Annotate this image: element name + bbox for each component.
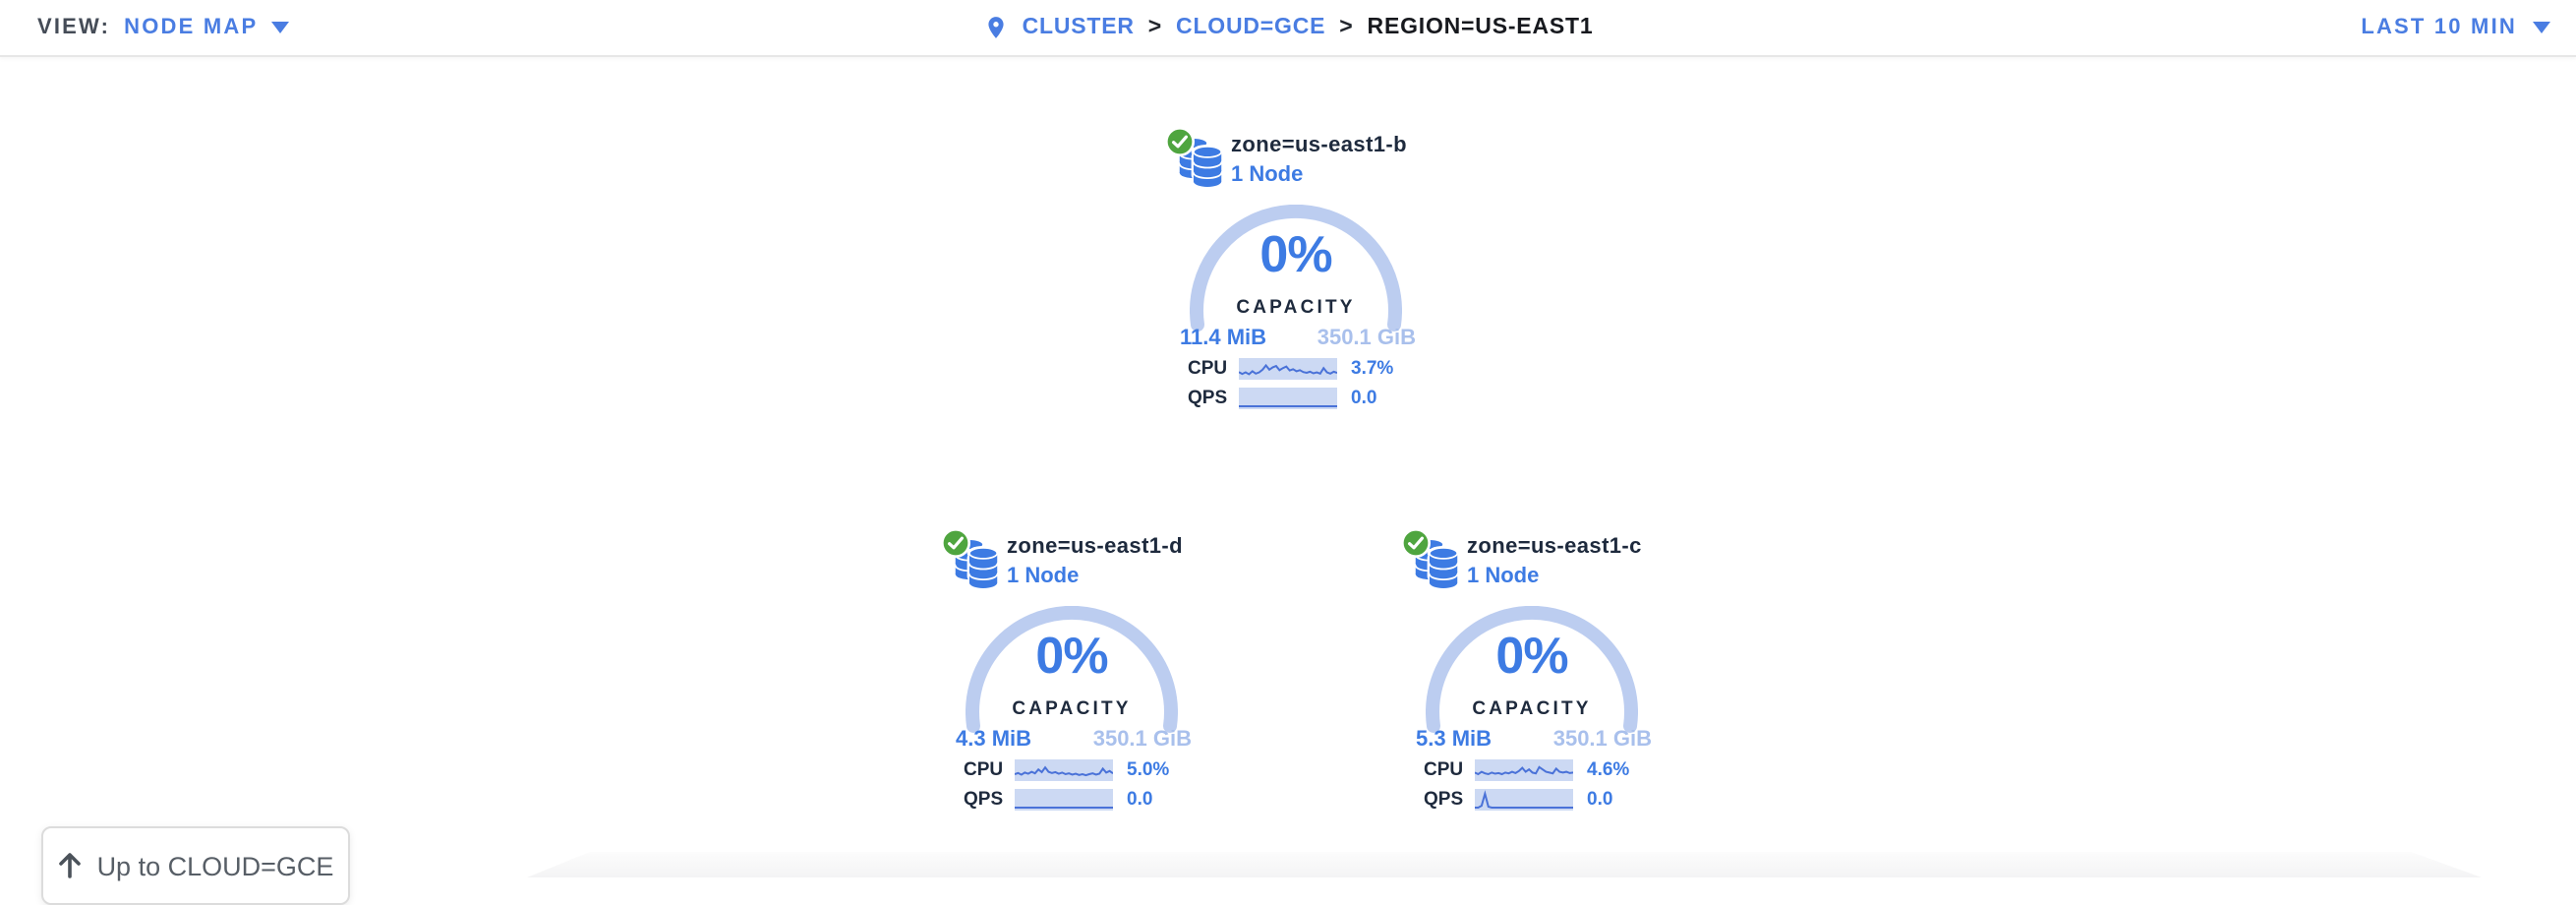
healthy-check-icon [1400,527,1432,559]
cpu-label: CPU [1188,358,1228,380]
capacity-total: 350.1 GiB [1317,327,1416,350]
cpu-value: 4.6% [1587,759,1630,781]
capacity-label: CAPACITY [1236,297,1356,319]
zone-name: zone=us-east1-b [1231,134,1407,157]
qps-value: 0.0 [1351,388,1377,409]
cpu-sparkline [1239,358,1337,380]
up-button[interactable]: Up to CLOUD=GCE [41,826,350,905]
time-range-label: LAST 10 MIN [2361,16,2517,39]
qps-sparkline [1475,789,1573,811]
up-arrow-icon [59,853,82,878]
breadcrumb-separator: > [1339,16,1354,39]
capacity-total: 350.1 GiB [1092,728,1192,752]
qps-value: 0.0 [1127,789,1153,811]
map-pin-icon [987,17,1004,38]
cpu-sparkline [1015,759,1113,781]
zone-node-count: 1 Node [1007,565,1080,588]
breadcrumb: CLUSTER > CLOUD=GCE > REGION=US-EAST1 [0,0,2576,55]
qps-sparkline [1239,388,1337,409]
map-bottom-gradient [527,852,2482,877]
zone-node-count: 1 Node [1231,163,1304,187]
healthy-check-icon [1164,126,1196,157]
zone-card-us-east1-d[interactable]: zone=us-east1-d 1 Node 0% CAPACITY 4.3 M… [940,527,1203,814]
zone-card-us-east1-c[interactable]: zone=us-east1-c 1 Node 0% CAPACITY 5.3 M… [1400,527,1664,814]
cpu-label: CPU [1424,759,1464,781]
capacity-arc [1190,205,1402,332]
zone-node-count: 1 Node [1467,565,1540,588]
zone-card-header: zone=us-east1-d 1 Node [940,527,1203,598]
qps-label: QPS [1424,789,1464,811]
capacity-total: 350.1 GiB [1552,728,1652,752]
healthy-check-icon [940,527,971,559]
database-stack-icon [1414,538,1459,590]
capacity-percent: 0% [1259,224,1332,283]
qps-label: QPS [964,789,1004,811]
capacity-gauge: 0% CAPACITY [1190,205,1402,334]
node-map: zone=us-east1-b 1 Node 0% CAPACITY 11.4 … [0,57,2576,905]
breadcrumb-current-region: REGION=US-EAST1 [1367,16,1594,39]
breadcrumb-link-cloud-gce[interactable]: CLOUD=GCE [1176,16,1326,39]
chevron-down-icon [271,22,290,33]
capacity-arc [1426,606,1638,733]
view-selector[interactable]: VIEW: NODE MAP [37,0,290,55]
cpu-value: 5.0% [1127,759,1170,781]
qps-label: QPS [1188,388,1228,409]
up-button-label: Up to CLOUD=GCE [96,851,334,880]
capacity-arc [966,606,1178,733]
qps-value: 0.0 [1587,789,1613,811]
capacity-gauge: 0% CAPACITY [1426,606,1638,736]
breadcrumb-separator: > [1147,16,1163,39]
zone-card-header: zone=us-east1-c 1 Node [1400,527,1664,598]
cpu-label: CPU [964,759,1004,781]
chevron-down-icon [2533,22,2550,33]
capacity-used: 11.4 MiB [1180,327,1267,350]
cpu-sparkline [1475,759,1573,781]
capacity-label: CAPACITY [1472,698,1592,720]
toolbar: VIEW: NODE MAP CLUSTER > CLOUD=GCE > REG… [0,0,2576,57]
cpu-value: 3.7% [1351,358,1394,380]
capacity-used: 5.3 MiB [1416,728,1493,752]
breadcrumb-link-cluster[interactable]: CLUSTER [1022,16,1135,39]
capacity-label: CAPACITY [1012,698,1132,720]
capacity-percent: 0% [1035,626,1108,685]
zone-card-us-east1-b[interactable]: zone=us-east1-b 1 Node 0% CAPACITY 11.4 … [1164,126,1428,413]
zone-card-header: zone=us-east1-b 1 Node [1164,126,1428,197]
capacity-used: 4.3 MiB [956,728,1032,752]
time-range-selector[interactable]: LAST 10 MIN [2361,0,2550,55]
qps-sparkline [1015,789,1113,811]
capacity-percent: 0% [1495,626,1568,685]
zone-name: zone=us-east1-c [1467,535,1642,559]
zone-name: zone=us-east1-d [1007,535,1183,559]
view-label: VIEW: [37,16,111,39]
view-value: NODE MAP [124,16,259,39]
capacity-gauge: 0% CAPACITY [966,606,1178,736]
